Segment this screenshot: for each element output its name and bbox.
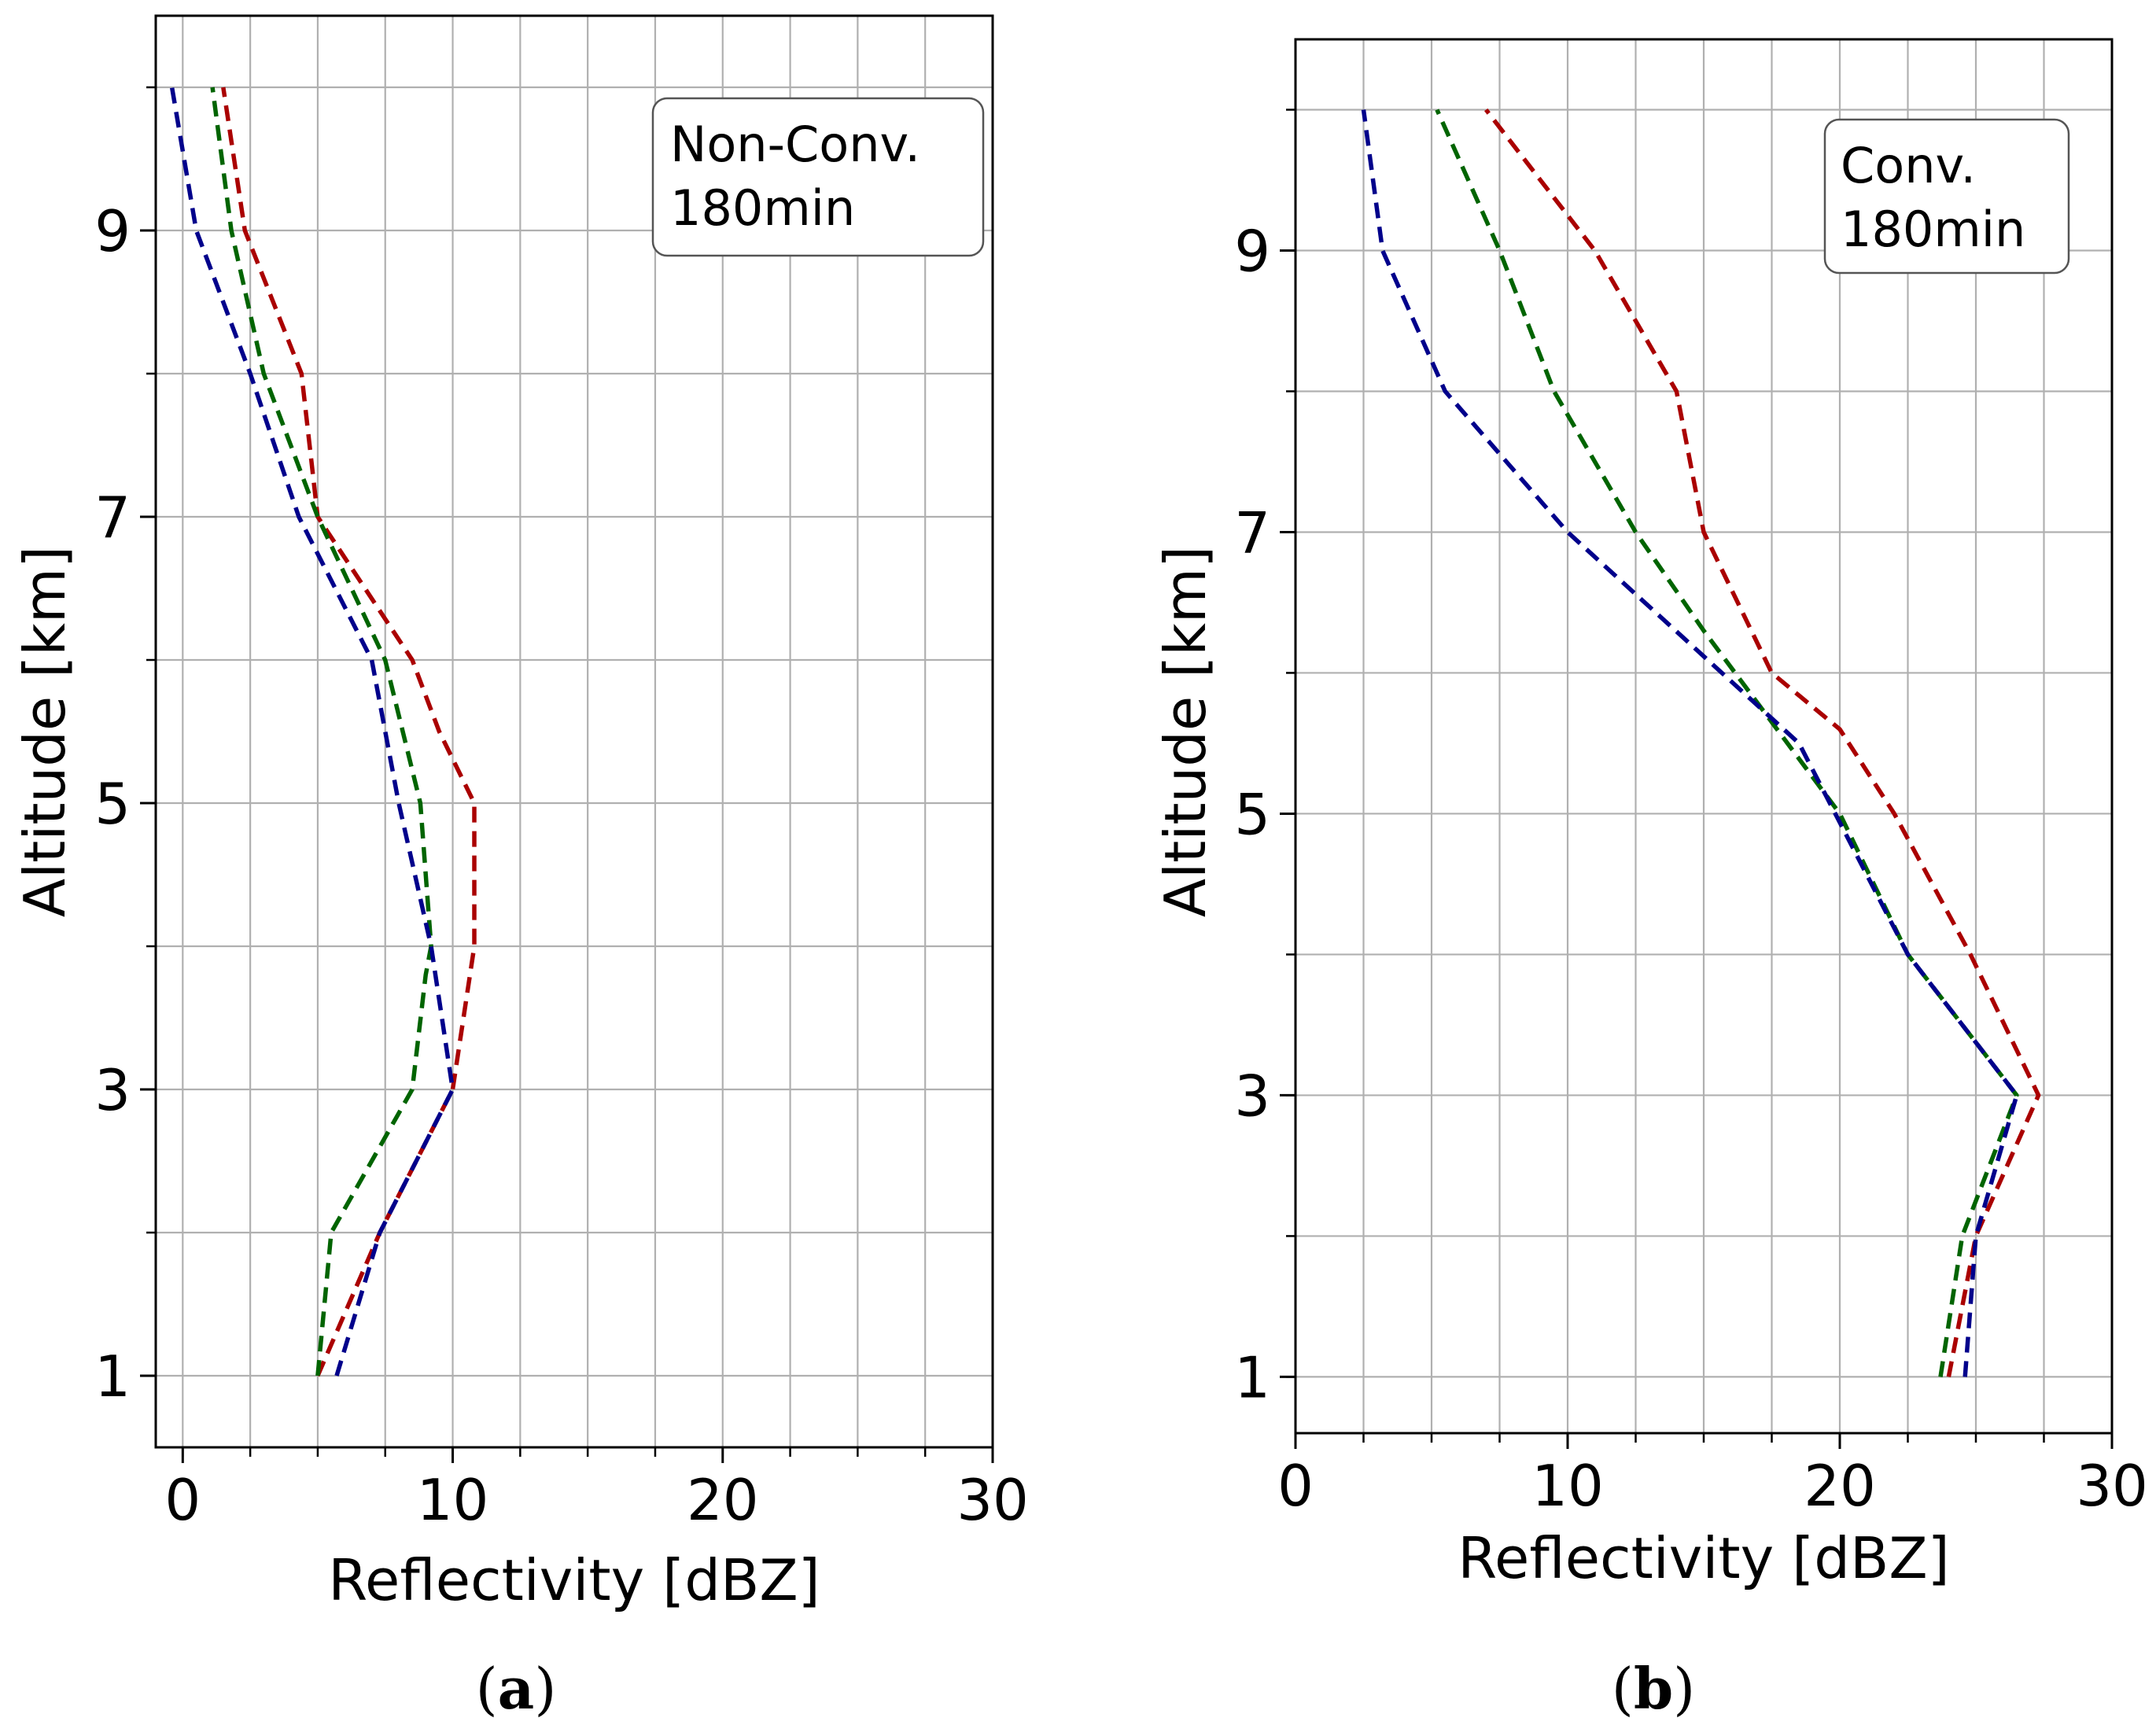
panel-b-ytick-label: 7 (1234, 499, 1270, 566)
panel-a-series-green (210, 87, 433, 1377)
panel-b-xtick-label: 0 (1277, 1453, 1314, 1519)
panel-b-caption-open: ( (1612, 1656, 1634, 1722)
panel-b-series-red (1484, 108, 2041, 1377)
panel-b-ytick-label: 3 (1234, 1063, 1270, 1129)
panel-a-caption-letter: a (498, 1655, 535, 1722)
panel-a-annotation-frame (651, 97, 985, 257)
panel-a-series-red (221, 87, 477, 1377)
panel-a-ytick-label: 7 (94, 485, 131, 551)
panel-a-caption-close: ) (534, 1656, 556, 1722)
panel-a-series-blue (169, 87, 455, 1377)
panel-a-ytick-label: 1 (94, 1343, 131, 1410)
panel-a-plot-frame (154, 14, 994, 1449)
panel-a-ytick-label: 5 (94, 771, 131, 837)
panel-a-ytick-label: 3 (94, 1057, 131, 1123)
panel-a-caption: (a) (476, 1655, 557, 1722)
panel-b-caption-close: ) (1673, 1656, 1695, 1722)
panel-a-annotation-line-2: 180min (670, 179, 855, 237)
panel-a-series (169, 87, 477, 1377)
panel-b-caption-letter: b (1634, 1655, 1673, 1722)
panel-b-xlabel: Reflectivity [dBZ] (1458, 1525, 1950, 1591)
panel-a-xtick-label: 10 (417, 1467, 489, 1533)
panel-b-annotation-line-2: 180min (1841, 201, 2025, 258)
panel-a-ytick-label: 9 (94, 198, 131, 264)
panel-b-series-blue (1361, 109, 2019, 1377)
panel-b-annotation-box: Conv. 180min (1823, 118, 2070, 275)
panel-b-ytick-label: 5 (1234, 781, 1270, 847)
panel-b-xtick-label: 30 (2076, 1453, 2148, 1519)
panel-a-ticks: 0 10 20 30 1 3 5 7 9 (94, 86, 1029, 1533)
panel-b-xtick-label: 20 (1804, 1453, 1876, 1519)
panel-a: 0 10 20 30 1 3 5 7 9 Reflectivity [dBZ] Altitude… (12, 14, 1029, 1722)
panel-b-ytick-label: 9 (1234, 218, 1270, 284)
panel-a-xtick-label: 30 (956, 1467, 1029, 1533)
panel-a-ylabel: Altitude [km] (12, 546, 78, 917)
panel-b-ticks: 0 10 20 30 1 3 5 7 9 (1234, 109, 2148, 1519)
panel-b: 0 10 20 30 1 3 5 7 9 Reflectivity [dBZ] Altitude… (1152, 38, 2148, 1722)
panel-b-series (1361, 108, 2041, 1377)
panel-a-xtick-label: 20 (687, 1467, 759, 1533)
panel-b-xtick-label: 10 (1531, 1453, 1604, 1519)
panel-b-annotation-frame (1823, 118, 2070, 275)
panel-a-caption-open: ( (476, 1656, 498, 1722)
panel-b-ylabel: Altitude [km] (1152, 546, 1218, 917)
panel-a-annotation-box: Non-Conv. 180min (651, 97, 985, 257)
panel-b-caption: (b) (1612, 1655, 1696, 1722)
panel-b-annotation-line-1: Conv. (1841, 137, 1976, 194)
panel-a-annotation-line-1: Non-Conv. (670, 116, 920, 173)
panel-a-xlabel: Reflectivity [dBZ] (328, 1547, 820, 1613)
panel-a-xtick-label: 0 (164, 1467, 201, 1533)
panel-b-ytick-label: 1 (1234, 1344, 1270, 1410)
panel-b-series-green (1435, 109, 2019, 1377)
